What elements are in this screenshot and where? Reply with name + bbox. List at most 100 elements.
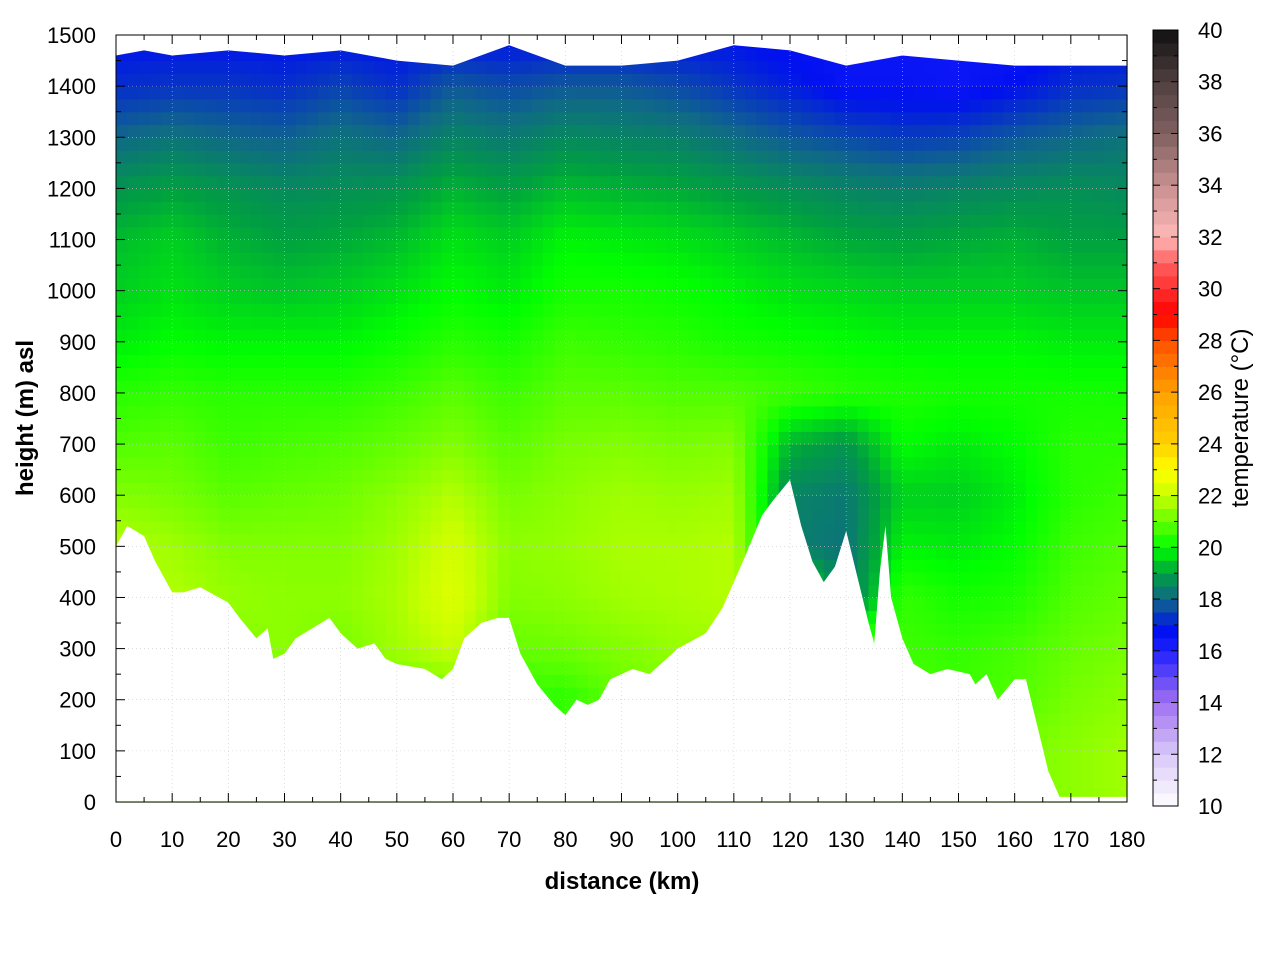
heatmap-cell: [621, 444, 634, 458]
heatmap-cell: [284, 623, 297, 637]
heatmap-cell: [239, 571, 252, 586]
heatmap-cell: [902, 239, 915, 253]
heatmap-cell: [1048, 277, 1061, 292]
heatmap-cell: [262, 226, 274, 241]
heatmap-cell: [745, 482, 757, 496]
heatmap-cell: [868, 226, 881, 241]
heatmap-cell: [868, 86, 881, 100]
heatmap-cell: [441, 86, 454, 100]
heatmap-cell: [576, 635, 589, 650]
heatmap-cell: [1014, 559, 1027, 573]
heatmap-cell: [1082, 265, 1094, 279]
heatmap-cell: [677, 584, 690, 599]
heatmap-cell: [576, 431, 589, 445]
heatmap-cell: [1082, 392, 1094, 407]
heatmap-cell: [464, 341, 476, 356]
heatmap-cell: [778, 354, 791, 368]
heatmap-cell: [733, 329, 746, 343]
heatmap-cell: [250, 239, 263, 253]
heatmap-cell: [812, 559, 825, 573]
heatmap-cell: [127, 482, 139, 496]
heatmap-cell: [542, 495, 555, 509]
heatmap-cell: [351, 252, 364, 266]
heatmap-cell: [453, 380, 465, 394]
heatmap-cell: [172, 162, 184, 177]
heatmap-cell: [531, 610, 544, 624]
heatmap-cell: [194, 226, 207, 241]
heatmap-cell: [172, 482, 184, 496]
heatmap-cell: [981, 520, 993, 535]
heatmap-cell: [1025, 648, 1038, 662]
heatmap-cell: [902, 124, 915, 138]
heatmap-cell: [711, 111, 724, 126]
heatmap-cell: [116, 137, 128, 151]
heatmap-cell: [902, 508, 915, 522]
heatmap-cell: [453, 175, 465, 189]
heatmap-cell: [340, 226, 353, 241]
heatmap-cell: [486, 354, 499, 368]
heatmap-cell: [801, 303, 813, 317]
heatmap-cell: [1048, 648, 1061, 662]
heatmap-cell: [655, 635, 667, 650]
heatmap-cell: [453, 162, 465, 177]
heatmap-cell: [632, 124, 645, 138]
heatmap-cell: [1082, 239, 1094, 253]
heatmap-cell: [790, 188, 802, 202]
heatmap-cell: [576, 661, 589, 675]
heatmap-cell: [1059, 712, 1072, 726]
heatmap-cell: [565, 226, 578, 241]
heatmap-cell: [846, 380, 858, 394]
heatmap-cell: [992, 571, 1004, 586]
heatmap-cell: [250, 444, 263, 458]
heatmap-cell: [385, 188, 398, 202]
heatmap-cell: [1048, 687, 1061, 701]
heatmap-cell: [408, 482, 420, 496]
heatmap-cell: [599, 303, 611, 317]
heatmap-cell: [587, 86, 600, 100]
heatmap-cell: [677, 623, 690, 637]
heatmap-cell: [756, 316, 769, 330]
heatmap-cell: [217, 201, 229, 215]
heatmap-cell: [958, 290, 971, 305]
heatmap-cell: [351, 367, 364, 381]
heatmap-cell: [441, 252, 454, 266]
heatmap-cell: [576, 648, 589, 662]
heatmap-cell: [778, 469, 791, 483]
heatmap-cell: [160, 175, 173, 189]
heatmap-cell: [621, 188, 634, 202]
heatmap-cell: [576, 456, 589, 471]
heatmap-cell: [790, 341, 802, 356]
heatmap-cell: [509, 571, 521, 586]
heatmap-cell: [857, 252, 870, 266]
heatmap-cell: [857, 111, 870, 126]
heatmap-cell: [812, 367, 825, 381]
heatmap-cell: [194, 418, 207, 432]
heatmap-cell: [1070, 738, 1083, 752]
heatmap-cell: [262, 137, 274, 151]
heatmap-cell: [486, 431, 499, 445]
heatmap-cell: [879, 316, 892, 330]
heatmap-cell: [486, 86, 499, 100]
heatmap-cell: [688, 520, 701, 535]
heatmap-cell: [1048, 712, 1061, 726]
heatmap-cell: [834, 188, 847, 202]
heatmap-cell: [464, 482, 476, 496]
heatmap-cell: [711, 316, 724, 330]
heatmap-cell: [981, 329, 993, 343]
heatmap-cell: [1104, 635, 1117, 650]
heatmap-cell: [520, 162, 533, 177]
heatmap-cell: [857, 150, 870, 164]
heatmap-cell: [475, 405, 488, 420]
heatmap-cell: [891, 239, 903, 253]
heatmap-cell: [183, 277, 196, 292]
heatmap-cell: [194, 431, 207, 445]
heatmap-cell: [936, 469, 948, 483]
heatmap-cell: [160, 252, 173, 266]
heatmap-cell: [295, 86, 308, 100]
heatmap-cell: [228, 444, 241, 458]
heatmap-cell: [823, 354, 836, 368]
heatmap-cell: [958, 431, 971, 445]
heatmap-cell: [340, 290, 353, 305]
heatmap-cell: [644, 329, 656, 343]
